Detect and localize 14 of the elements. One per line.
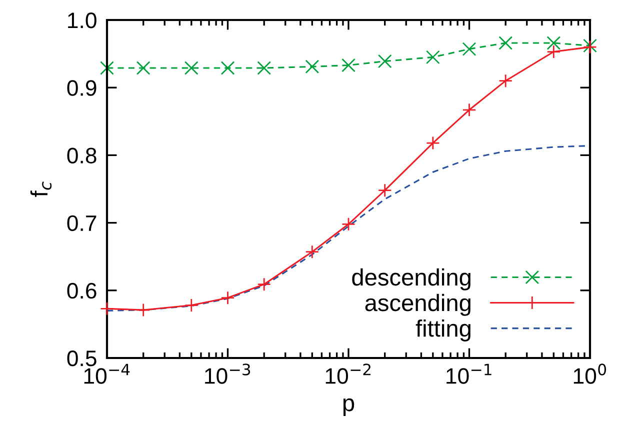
y-tick-label: 0.7 xyxy=(67,215,96,232)
y-tick-label: 0.6 xyxy=(67,282,96,299)
y-axis-title: f$_{c}$ xyxy=(30,182,52,197)
legend-label: ascending xyxy=(365,294,470,316)
legend-label: fitting xyxy=(416,319,470,342)
x-tick-label: 10$^{−2}$ xyxy=(326,364,370,384)
y-tick-label: 0.9 xyxy=(67,80,96,96)
x-tick-label: 10$^{−3}$ xyxy=(205,364,250,384)
x-tick-label: 10$^{−1}$ xyxy=(446,364,492,384)
y-tick-label: 0.8 xyxy=(67,148,96,164)
legend-label: descending xyxy=(352,268,470,290)
x-tick-label: 10$^{0}$ xyxy=(574,364,606,384)
y-tick-label: 1.0 xyxy=(68,12,96,28)
x-axis-title: p xyxy=(343,398,354,416)
